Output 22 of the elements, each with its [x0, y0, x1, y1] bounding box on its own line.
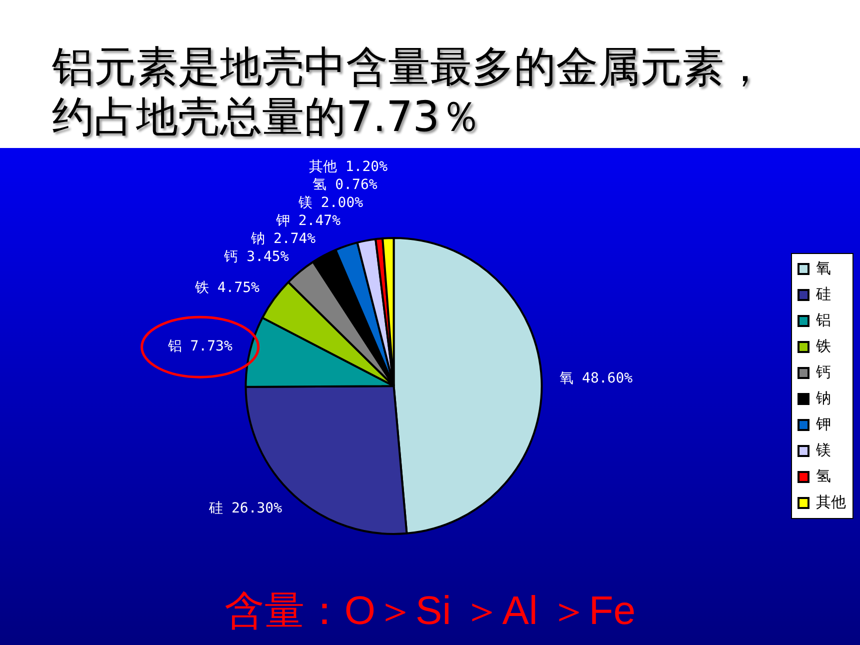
chart-title: 铝元素是地壳中含量最多的金属元素，约占地壳总量的7.73％	[52, 42, 767, 142]
text: 含量：O＞Si ＞Al ＞Fe	[224, 588, 636, 634]
legend-label: 钙	[815, 362, 831, 381]
legend-label: 氧	[816, 258, 831, 277]
category-label: 其他 1.20%	[308, 159, 388, 176]
category-label: 钠 2.74%	[251, 231, 316, 248]
category-label: 钾 2.47%	[276, 213, 341, 230]
legend-label: 钠	[815, 388, 831, 407]
category-label: 铁 4.75%	[194, 280, 260, 296]
legend-label: 氢	[816, 466, 831, 485]
legend-label: 硅	[815, 284, 831, 303]
category-label: 钙 3.45%	[224, 249, 289, 266]
legend-label: 铁	[815, 336, 831, 355]
category-label: 氢 0.76%	[312, 177, 378, 194]
category-label: 镁 2.00%	[298, 195, 364, 212]
category-label: 硅 26.30%	[209, 500, 282, 516]
legend-label: 镁	[815, 440, 831, 459]
legend-label: 钾	[815, 414, 831, 433]
legend-label: 铝	[815, 310, 831, 329]
category-label: 铝 7.73%	[168, 338, 232, 355]
legend-label: 其他	[816, 492, 846, 511]
category-label: 氧 48.60%	[560, 370, 633, 386]
